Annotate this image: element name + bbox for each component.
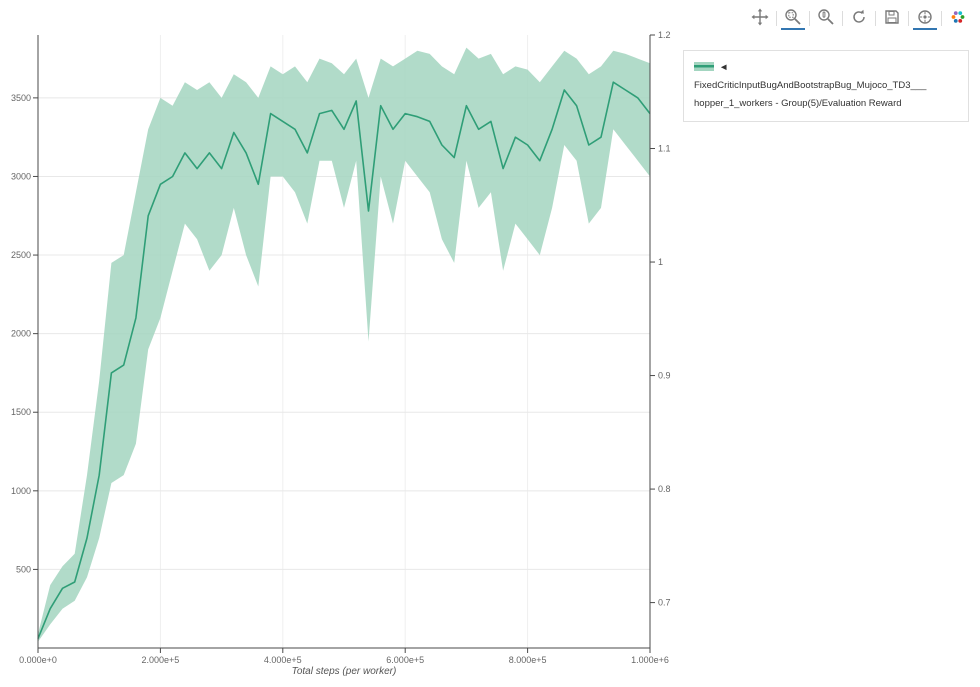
box-zoom-icon[interactable] — [781, 6, 805, 30]
svg-text:2000: 2000 — [11, 329, 31, 339]
svg-text:1.000e+6: 1.000e+6 — [631, 655, 669, 665]
svg-text:1.2: 1.2 — [658, 30, 671, 40]
pan-icon[interactable] — [748, 6, 772, 30]
svg-text:1000: 1000 — [11, 486, 31, 496]
svg-text:2500: 2500 — [11, 250, 31, 260]
bokeh-logo-icon[interactable] — [946, 6, 970, 30]
toolbar-divider — [908, 10, 909, 26]
toolbar-divider — [875, 10, 876, 26]
svg-text:4.000e+5: 4.000e+5 — [264, 655, 302, 665]
hover-icon[interactable] — [913, 6, 937, 30]
x-axis-label: Total steps (per worker) — [291, 666, 397, 677]
svg-text:0.8: 0.8 — [658, 484, 671, 494]
svg-text:2.000e+5: 2.000e+5 — [142, 655, 180, 665]
toolbar-divider — [941, 10, 942, 26]
svg-text:1.1: 1.1 — [658, 144, 671, 154]
svg-text:0.7: 0.7 — [658, 598, 671, 608]
svg-text:3500: 3500 — [11, 93, 31, 103]
reset-icon[interactable] — [847, 6, 871, 30]
save-icon[interactable] — [880, 6, 904, 30]
toolbar-divider — [842, 10, 843, 26]
toolbar-divider — [809, 10, 810, 26]
svg-text:3000: 3000 — [11, 171, 31, 181]
legend-label-line1: ◄ FixedCriticInputBugAndBootstrapBug_Muj… — [694, 62, 927, 92]
svg-text:6.000e+5: 6.000e+5 — [386, 655, 424, 665]
svg-text:1: 1 — [658, 257, 663, 267]
svg-text:1500: 1500 — [11, 407, 31, 417]
legend-swatch — [694, 61, 714, 71]
svg-text:0.000e+0: 0.000e+0 — [19, 655, 57, 665]
svg-text:8.000e+5: 8.000e+5 — [509, 655, 547, 665]
wheel-zoom-icon[interactable] — [814, 6, 838, 30]
plot-area[interactable]: 500 1000 1500 2000 2500 3000 3500 0.7 0.8 0.9 1 1.1… — [0, 0, 676, 687]
svg-text:0.9: 0.9 — [658, 371, 671, 381]
legend: ◄ FixedCriticInputBugAndBootstrapBug_Muj… — [683, 50, 969, 123]
svg-text:500: 500 — [16, 564, 31, 574]
bokeh-toolbar — [748, 6, 970, 30]
legend-label-line2: hopper_1_workers - Group(5)/Evaluation R… — [694, 98, 902, 110]
toolbar-divider — [776, 10, 777, 26]
